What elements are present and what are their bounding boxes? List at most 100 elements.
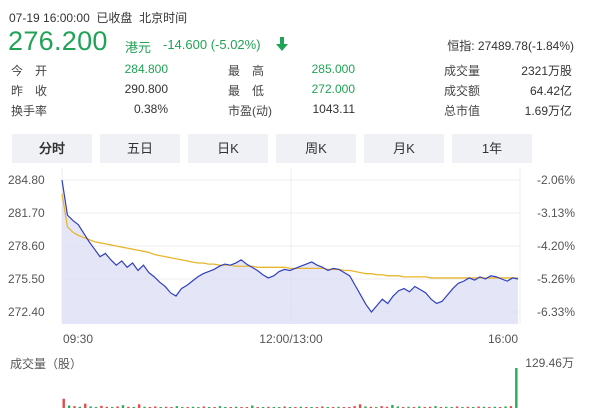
- volume-bar: [278, 407, 281, 408]
- stat-label: 昨 收: [11, 84, 48, 98]
- tab-monthly-k[interactable]: 月K: [364, 134, 444, 163]
- volume-bar: [272, 407, 276, 408]
- stat-value: 284.800: [124, 62, 168, 76]
- tab-one-year[interactable]: 1年: [452, 134, 532, 163]
- volume-bar: [100, 405, 103, 408]
- stat-label: 成交额: [444, 84, 481, 98]
- tab-weekly-k[interactable]: 周K: [276, 134, 356, 163]
- volume-bar: [466, 406, 470, 408]
- volume-bar: [364, 406, 367, 408]
- volume-bar: [482, 406, 486, 408]
- volume-bar: [256, 407, 259, 408]
- volume-bar: [251, 405, 254, 408]
- volume-bar: [240, 407, 243, 408]
- quote-status-line: 07-19 16:00:00 已收盘 北京时间: [9, 9, 187, 26]
- volume-bar: [515, 368, 518, 408]
- volume-bar: [434, 406, 437, 408]
- volume-bar: [245, 407, 249, 408]
- volume-bar: [418, 406, 421, 408]
- volume-bar: [477, 406, 480, 408]
- volume-bar: [154, 406, 157, 408]
- volume-bar: [170, 407, 173, 408]
- volume-bar: [121, 405, 125, 408]
- price-area: [62, 180, 518, 324]
- volume-bar: [261, 407, 265, 408]
- volume-bar: [110, 407, 114, 408]
- down-arrow-icon: [276, 37, 288, 51]
- volume-bar: [213, 407, 216, 408]
- x-tick-label: 12:00/13:00: [259, 332, 323, 346]
- volume-bar: [94, 407, 98, 408]
- index-label: 恒指:: [447, 39, 475, 53]
- stat-value: 272.000: [311, 82, 355, 96]
- stat-value: 290.800: [124, 82, 168, 96]
- volume-bar: [229, 407, 232, 408]
- volume-bar: [191, 406, 195, 408]
- volume-chart[interactable]: [0, 368, 599, 412]
- volume-bar: [197, 407, 200, 408]
- volume-bar: [148, 407, 152, 408]
- volume-bar: [326, 407, 329, 408]
- volume-bar: [337, 406, 340, 408]
- volume-bar: [62, 398, 65, 408]
- volume-max-label: 129.46万: [525, 356, 574, 370]
- y-tick-label-pct: -6.33%: [537, 305, 575, 319]
- volume-bar: [288, 407, 292, 408]
- volume-bar: [455, 406, 459, 408]
- volume-bar: [89, 406, 92, 408]
- volume-bar: [283, 406, 286, 408]
- x-tick-label: 16:00: [488, 332, 518, 346]
- hsi-index[interactable]: 恒指: 27489.78(-1.84%): [447, 37, 574, 54]
- volume-bar: [78, 406, 82, 408]
- stat-label: 今 开: [11, 64, 48, 78]
- y-tick-label-pct: -3.13%: [537, 206, 575, 220]
- y-tick-label-pct: -2.06%: [537, 173, 575, 187]
- volume-bar: [369, 406, 373, 408]
- volume-bar: [348, 407, 351, 408]
- volume-bar: [321, 406, 324, 408]
- timezone-label: 北京时间: [139, 11, 188, 25]
- volume-bar: [294, 407, 297, 408]
- y-tick-label-pct: -5.26%: [537, 272, 575, 286]
- volume-bar: [132, 407, 135, 408]
- tab-intraday[interactable]: 分时: [12, 134, 92, 163]
- stat-label: 最 低: [228, 84, 265, 98]
- volume-bar: [127, 406, 130, 408]
- last-price: 276.200: [8, 26, 108, 56]
- volume-bar: [310, 407, 313, 408]
- y-tick-label: 275.50: [8, 272, 45, 286]
- volume-bar: [224, 407, 227, 408]
- volume-bar: [401, 407, 405, 408]
- volume-bar: [380, 406, 383, 408]
- volume-bar: [439, 407, 443, 408]
- volume-bar: [396, 406, 399, 408]
- volume-bar: [159, 407, 162, 408]
- volume-bar: [472, 407, 475, 408]
- left-y-axis: 284.80 281.70 278.60 275.50 272.40: [8, 173, 45, 319]
- volume-bar: [234, 406, 238, 408]
- volume-bar: [207, 407, 211, 408]
- volume-bar: [342, 407, 346, 408]
- volume-bar: [488, 407, 491, 408]
- volume-bar: [315, 407, 319, 408]
- stat-value: 285.000: [311, 62, 355, 76]
- intraday-chart[interactable]: 284.80 281.70 278.60 275.50 272.40 -2.06% -3.…: [0, 168, 599, 354]
- volume-bar: [186, 407, 189, 408]
- y-tick-label: 272.40: [8, 305, 45, 319]
- stat-label: 成交量: [444, 64, 481, 78]
- quote-datetime: 07-19 16:00:00: [9, 11, 90, 25]
- tab-five-day[interactable]: 五日: [100, 134, 180, 163]
- volume-bar: [218, 406, 222, 408]
- tab-daily-k[interactable]: 日K: [188, 134, 268, 163]
- volume-bar: [461, 407, 464, 408]
- stat-value: 64.42亿: [529, 84, 572, 98]
- stat-label: 市盈(动): [228, 104, 272, 118]
- volume-bar: [504, 406, 507, 408]
- x-tick-label: 09:30: [63, 332, 93, 346]
- period-tabs: 分时 五日 日K 周K 月K 1年: [12, 134, 532, 164]
- volume-bar: [498, 407, 502, 408]
- volume-bar: [181, 407, 184, 408]
- average-price-line: [61, 193, 518, 279]
- volume-bar: [375, 407, 378, 408]
- stat-label: 总市值: [444, 104, 481, 118]
